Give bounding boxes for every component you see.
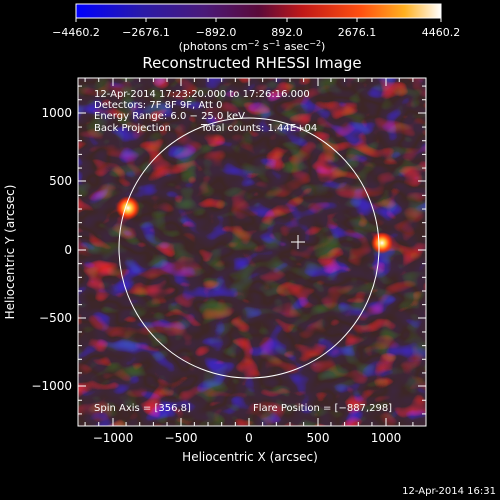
colorbar-tick-label: 2676.1 — [338, 26, 377, 39]
x-tick-label: 0 — [245, 431, 253, 445]
colorbar-unit: (photons cm−2 s−1 asec−2) — [179, 39, 326, 53]
y-axis-label: Heliocentric Y (arcsec) — [3, 185, 17, 320]
colorbar-tick-label: 892.0 — [271, 26, 303, 39]
spin-axis: Spin Axis = [356,8] — [94, 403, 191, 414]
time-range: 12-Apr-2014 17:23:20.000 to 17:26:16.000 — [94, 89, 310, 100]
solar-limb — [118, 117, 380, 379]
colorbar-tick-label: 4460.2 — [422, 26, 461, 39]
flare-position: Flare Position = [−887,298] — [253, 403, 392, 414]
y-tick-label: −1000 — [31, 379, 72, 393]
colorbar-tick-label: −4460.2 — [52, 26, 100, 39]
x-tick-label: 1000 — [371, 431, 402, 445]
x-axis-label: Heliocentric X (arcsec) — [182, 450, 318, 464]
energy-range: Energy Range: 6.0 − 25.0 keV — [94, 111, 245, 122]
sun-center-cross — [291, 235, 305, 249]
y-tick-label: 0 — [64, 243, 72, 257]
colorbar: −4460.2 −2676.1 −892.0 892.0 2676.1 4460.2 (p… — [52, 3, 461, 53]
flare-source-east — [116, 196, 140, 220]
plot-title: Reconstructed RHESSI Image — [142, 54, 361, 72]
colorbar-tick-label: −2676.1 — [122, 26, 170, 39]
x-tick-label: −500 — [165, 431, 198, 445]
x-tick-label: 500 — [307, 431, 330, 445]
y-tick-label: 500 — [49, 174, 72, 188]
detectors: Detectors: 7F 8F 9F, Att 0 — [94, 100, 222, 111]
image-area — [78, 78, 426, 426]
colorbar-gradient — [75, 3, 442, 19]
axis-ticks: −1000 −500 0 500 1000 1000 500 0 −500 −1000 — [31, 78, 426, 445]
plot-frame — [77, 77, 427, 427]
info-block: 12-Apr-2014 17:23:20.000 to 17:26:16.000… — [94, 89, 317, 134]
method: Back Projection — [94, 123, 171, 134]
timestamp: 12-Apr-2014 16:31 — [402, 486, 496, 497]
y-tick-label: 1000 — [41, 106, 72, 120]
flare-source-west — [371, 232, 393, 254]
y-tick-label: −500 — [39, 311, 72, 325]
total-counts: Total counts: 1.44E+04 — [200, 123, 317, 134]
x-tick-label: −1000 — [93, 431, 134, 445]
colorbar-tick-label: −892.0 — [196, 26, 237, 39]
backprojection-noise — [78, 78, 426, 426]
